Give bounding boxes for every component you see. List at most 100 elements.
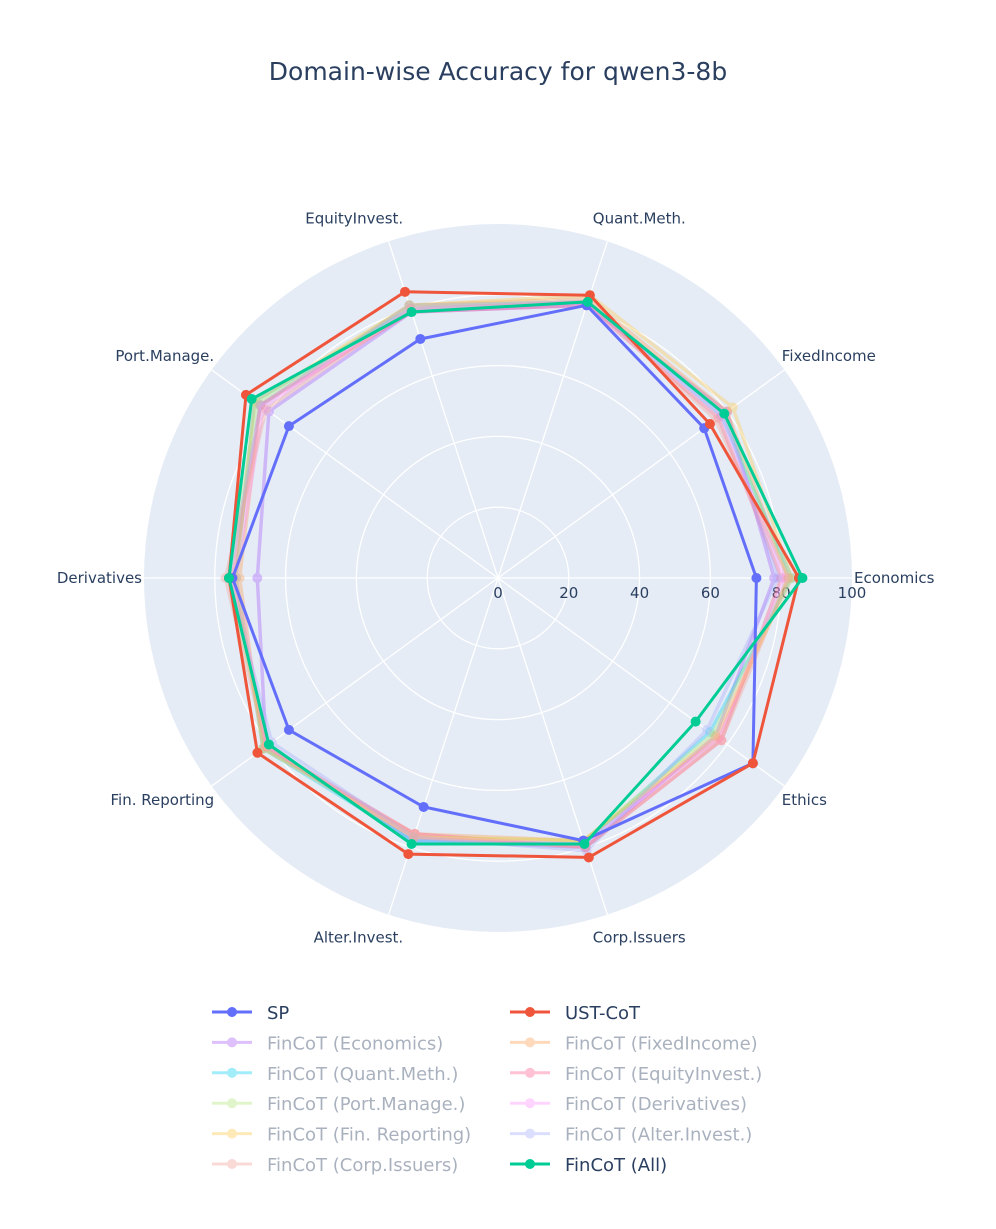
legend-swatch-marker xyxy=(227,1128,237,1139)
data-point xyxy=(582,296,593,307)
data-point xyxy=(418,801,429,812)
radial-tick-label: 40 xyxy=(630,584,649,602)
legend-item[interactable]: FinCoT (All) xyxy=(510,1155,667,1176)
data-point xyxy=(255,400,266,411)
data-point xyxy=(704,419,715,430)
data-point xyxy=(797,573,808,583)
category-label: Corp.Issuers xyxy=(593,928,686,946)
legend-label: FinCoT (EquityInvest.) xyxy=(565,1064,762,1085)
data-point xyxy=(583,852,594,863)
category-label: Port.Manage. xyxy=(115,347,214,365)
data-point xyxy=(263,406,274,417)
legend-item[interactable]: FinCoT (Corp.Issuers) xyxy=(212,1155,458,1176)
legend-label: FinCoT (Port.Manage.) xyxy=(267,1094,465,1115)
data-point xyxy=(776,573,787,583)
legend-label: FinCoT (Alter.Invest.) xyxy=(565,1125,752,1146)
legend-item[interactable]: FinCoT (Port.Manage.) xyxy=(212,1094,465,1115)
category-label: Economics xyxy=(854,569,935,587)
legend-swatch-marker xyxy=(525,1067,535,1078)
data-point xyxy=(263,739,274,750)
data-point xyxy=(255,400,266,411)
category-label: Fin. Reporting xyxy=(111,791,215,809)
legend-label: FinCoT (FixedIncome) xyxy=(565,1033,758,1054)
legend-label: FinCoT (Quant.Meth.) xyxy=(267,1064,458,1085)
data-point xyxy=(783,573,794,583)
data-point xyxy=(772,573,783,583)
data-point xyxy=(702,724,713,735)
legend-label: FinCoT (Economics) xyxy=(267,1033,443,1054)
data-point xyxy=(786,573,797,583)
legend-swatch-marker xyxy=(227,1098,237,1109)
data-point xyxy=(727,402,738,413)
legend-label: SP xyxy=(267,1003,289,1024)
data-point xyxy=(579,838,590,849)
legend-item[interactable]: FinCoT (EquityInvest.) xyxy=(510,1064,762,1085)
data-point xyxy=(409,828,420,839)
legend-swatch-marker xyxy=(227,1067,237,1078)
legend-swatch-marker xyxy=(525,1037,535,1048)
category-label: FixedIncome xyxy=(782,347,876,365)
data-point xyxy=(786,573,797,583)
legend-swatch-marker xyxy=(227,1037,237,1048)
category-label: Derivatives xyxy=(57,569,142,587)
data-point xyxy=(707,729,718,740)
radial-tick-label: 20 xyxy=(559,584,578,602)
data-point xyxy=(779,573,790,583)
data-point xyxy=(719,408,730,419)
legend-swatch-marker xyxy=(227,1159,237,1169)
legend-swatch-marker xyxy=(525,1007,535,1017)
data-point xyxy=(710,731,721,742)
category-label: Quant.Meth. xyxy=(593,210,686,228)
legend-swatch-marker xyxy=(525,1098,535,1109)
legend-item[interactable]: UST-CoT xyxy=(510,1003,641,1024)
legend-item[interactable]: FinCoT (Fin. Reporting) xyxy=(212,1125,471,1146)
data-point xyxy=(783,573,794,583)
radial-tick-label: 100 xyxy=(838,584,867,602)
legend-label: FinCoT (Corp.Issuers) xyxy=(267,1155,458,1176)
grid-spoke xyxy=(497,577,785,787)
grid-spoke xyxy=(497,369,785,579)
data-point xyxy=(246,394,257,405)
legend-item[interactable]: FinCoT (Quant.Meth.) xyxy=(212,1064,458,1085)
legend-item[interactable]: FinCoT (Derivatives) xyxy=(510,1094,747,1115)
data-point xyxy=(283,421,294,432)
legend-swatch-marker xyxy=(525,1128,535,1139)
legend-item[interactable]: SP xyxy=(212,1003,289,1024)
radial-tick-label: 0 xyxy=(493,584,503,602)
category-label: Ethics xyxy=(782,791,827,809)
data-point xyxy=(769,573,780,583)
data-point xyxy=(415,333,426,344)
data-point xyxy=(716,735,727,746)
data-point xyxy=(258,402,269,413)
legend-label: FinCoT (Derivatives) xyxy=(565,1094,747,1115)
legend-label: UST-CoT xyxy=(565,1003,641,1024)
legend-item[interactable]: FinCoT (Economics) xyxy=(212,1033,443,1054)
data-point xyxy=(234,573,245,583)
data-point xyxy=(283,724,294,735)
data-point xyxy=(716,735,727,746)
data-point xyxy=(713,733,724,744)
data-point xyxy=(713,733,724,744)
data-point xyxy=(710,731,721,742)
data-point xyxy=(403,849,414,860)
grid-spoke xyxy=(387,241,499,579)
legend-label: FinCoT (All) xyxy=(565,1155,667,1176)
series-line xyxy=(237,296,791,843)
data-point xyxy=(751,573,762,583)
data-point xyxy=(409,828,420,839)
radial-tick-label: 60 xyxy=(701,584,720,602)
data-point xyxy=(252,747,263,758)
chart-title: Domain-wise Accuracy for qwen3-8b xyxy=(269,57,727,86)
legend-swatch-marker xyxy=(525,1159,535,1169)
legend-item[interactable]: FinCoT (FixedIncome) xyxy=(510,1033,758,1054)
category-label: EquityInvest. xyxy=(305,210,403,228)
data-point xyxy=(747,758,758,769)
legend-label: FinCoT (Fin. Reporting) xyxy=(267,1125,471,1146)
data-point xyxy=(690,716,701,727)
data-point xyxy=(261,404,272,415)
data-point xyxy=(223,573,234,583)
data-point xyxy=(255,400,266,411)
radial-tick-label: 80 xyxy=(772,584,791,602)
legend-item[interactable]: FinCoT (Alter.Invest.) xyxy=(510,1125,752,1146)
